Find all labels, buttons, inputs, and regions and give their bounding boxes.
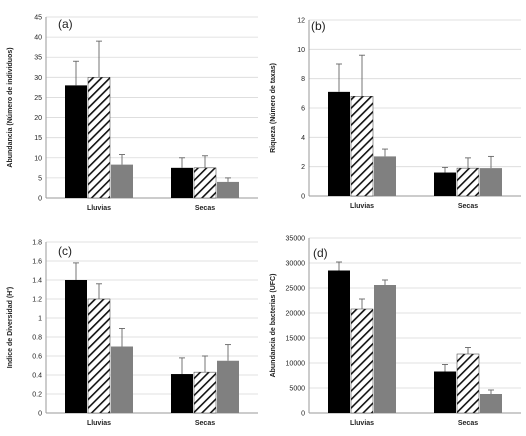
y-tick-label: 45 [34, 15, 42, 22]
x-tick-label: Lluvias [350, 420, 374, 427]
y-tick-label: 15000 [286, 336, 306, 343]
bar [456, 167, 480, 197]
chart-panel-3: 0 0.2 0.4 0.6 0.8 1 1.2 1.4 1.6 1.8 Indice de Dive… [0, 215, 263, 431]
y-tick-label: 10 [297, 47, 305, 54]
y-axis-label: Riqueza (Número de taxas) [270, 63, 277, 153]
y-tick-label: 25 [34, 95, 42, 102]
panel-label: (c) [58, 244, 72, 258]
bar [374, 156, 396, 196]
bar [328, 91, 350, 196]
bar [65, 280, 87, 413]
y-tick-label: 0.6 [32, 354, 42, 361]
y-tick-label: 0 [38, 196, 42, 203]
bar [171, 374, 193, 413]
bar [456, 353, 480, 414]
bar [328, 270, 350, 413]
y-tick-label: 2 [301, 164, 305, 171]
chart-panel-4: 0 5000 10000 15000 20000 25000 30000 35000 Abund… [263, 215, 526, 431]
bar [217, 360, 239, 413]
panel-label: (d) [313, 246, 328, 260]
bar [193, 371, 217, 414]
bar [111, 164, 133, 198]
bar [111, 346, 133, 413]
bar [171, 167, 193, 198]
y-axis-label: Abundancia (Número de individuos) [7, 47, 14, 167]
y-tick-label: 15 [34, 135, 42, 142]
y-tick-label: 30000 [286, 261, 306, 268]
y-tick-label: 20 [34, 115, 42, 122]
chart-svg: 0 2 4 6 8 10 12 Riqueza (Número de taxas) (b) Llu… [270, 18, 521, 210]
y-tick-label: 0.8 [32, 335, 42, 342]
y-tick-label: 10 [34, 155, 42, 162]
bar [434, 172, 456, 196]
y-tick-label: 25000 [286, 286, 306, 293]
y-tick-label: 30 [34, 75, 42, 82]
bar [480, 394, 502, 413]
x-tick-label: Lluvias [87, 205, 111, 212]
bar [193, 167, 217, 199]
y-tick-label: 12 [297, 18, 305, 25]
y-tick-label: 1.4 [32, 278, 42, 285]
x-tick-label: Secas [195, 205, 215, 212]
chart-panel-2: 0 2 4 6 8 10 12 Riqueza (Número de taxas) (b) Llu… [263, 0, 526, 215]
bar [434, 371, 456, 413]
x-tick-label: Secas [195, 420, 215, 427]
bar [350, 308, 374, 414]
y-tick-label: 0 [301, 194, 305, 201]
panel-label: (a) [58, 17, 73, 31]
y-tick-label: 40 [34, 35, 42, 42]
y-tick-label: 5 [38, 175, 42, 182]
bar [350, 96, 374, 197]
y-tick-label: 35 [34, 55, 42, 62]
y-tick-label: 20000 [286, 311, 306, 318]
bar [65, 85, 87, 198]
y-tick-label: 8 [301, 76, 305, 83]
chart-svg: 0 5000 10000 15000 20000 25000 30000 35000 Abund… [270, 236, 521, 427]
y-tick-label: 1.8 [32, 240, 42, 247]
bar [374, 285, 396, 413]
bar [87, 298, 111, 414]
y-tick-label: 0.4 [32, 373, 42, 380]
x-tick-label: Secas [458, 203, 478, 210]
panel-label: (b) [311, 19, 326, 33]
y-tick-label: 6 [301, 106, 305, 113]
y-tick-label: 0.2 [32, 392, 42, 399]
bar [87, 77, 111, 199]
y-axis-label: Abundancia de bacterias (UFC) [270, 274, 277, 378]
y-tick-label: 1.2 [32, 297, 42, 304]
y-tick-label: 10000 [286, 361, 306, 368]
x-tick-label: Lluvias [350, 203, 374, 210]
chart-svg: 0 0.2 0.4 0.6 0.8 1 1.2 1.4 1.6 1.8 Indice de Dive… [7, 240, 258, 427]
x-tick-label: Secas [458, 420, 478, 427]
chart-svg: 0 5 10 15 20 25 30 35 40 45 Abundancia (Número de … [7, 15, 258, 212]
y-axis-label: Indice de Diversidad (H') [7, 287, 14, 368]
bar [217, 181, 239, 198]
x-tick-label: Lluvias [87, 420, 111, 427]
y-tick-label: 0 [301, 411, 305, 418]
bar [480, 168, 502, 196]
y-tick-label: 4 [301, 135, 305, 142]
y-tick-label: 5000 [289, 386, 305, 393]
y-tick-label: 1.6 [32, 259, 42, 266]
y-tick-label: 1 [38, 316, 42, 323]
y-tick-label: 0 [38, 411, 42, 418]
chart-panel-1: 0 5 10 15 20 25 30 35 40 45 Abundancia (Número de … [0, 0, 263, 215]
y-tick-label: 35000 [286, 236, 306, 243]
